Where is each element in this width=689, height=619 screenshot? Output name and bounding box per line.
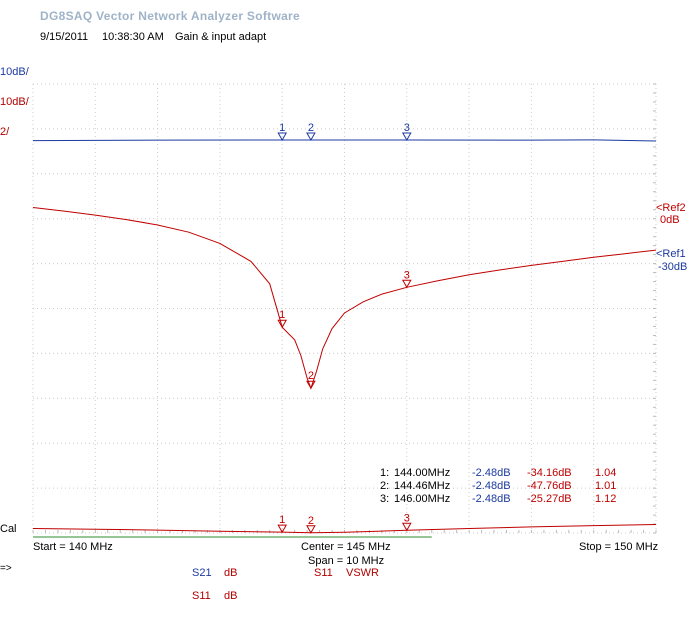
legend-s21-name[interactable]: S21 bbox=[192, 567, 212, 579]
center-frequency-label: Center = 145 MHz bbox=[301, 541, 391, 553]
legend-s11-vswr-name[interactable]: S11 bbox=[314, 567, 333, 579]
marker-number-label: 1 bbox=[279, 309, 285, 321]
measurement-time: 10:38:30 AM bbox=[102, 31, 164, 43]
legend-s21-unit[interactable]: dB bbox=[224, 567, 238, 579]
marker-triangle bbox=[306, 380, 316, 390]
legend-s11-db-unit[interactable]: dB bbox=[224, 590, 238, 602]
marker-1-s21: -2.48dB bbox=[472, 467, 511, 479]
marker-3-freq: 146.00MHz bbox=[394, 493, 451, 505]
marker-triangle bbox=[401, 279, 412, 289]
marker-number-label: 3 bbox=[404, 122, 410, 134]
ref1-value: -30dB bbox=[658, 261, 688, 273]
marker-1-freq: 144.00MHz bbox=[394, 467, 451, 479]
marker-2-vswr: 1.01 bbox=[595, 480, 617, 492]
ref2-label: <Ref2 bbox=[656, 202, 686, 214]
legend-s11-db-name[interactable]: S11 bbox=[192, 590, 211, 602]
marker-number-label: 3 bbox=[404, 512, 410, 524]
marker-3-vswr: 1.12 bbox=[595, 493, 617, 505]
marker-2-s11: -47.76dB bbox=[527, 480, 572, 492]
marker-1-s11: -34.16dB bbox=[527, 467, 572, 479]
marker-number-label: 1 bbox=[279, 122, 285, 134]
marker-triangle bbox=[401, 132, 412, 142]
marker-number-label: 3 bbox=[404, 269, 410, 281]
start-frequency-label: Start = 140 MHz bbox=[33, 541, 113, 553]
marker-2-s21: -2.48dB bbox=[472, 480, 511, 492]
marker-triangle bbox=[306, 132, 316, 142]
ref1-label: <Ref1 bbox=[656, 248, 686, 260]
marker-3-num: 3: bbox=[380, 493, 390, 505]
span-label: Span = 10 MHz bbox=[308, 555, 385, 567]
marker-3-s11: -25.27dB bbox=[527, 493, 572, 505]
marker-number-label: 2 bbox=[308, 515, 314, 527]
scale-label-s11-vswr: 2/ bbox=[0, 126, 10, 138]
marker-2-freq: 144.46MHz bbox=[394, 480, 451, 492]
marker-triangle bbox=[277, 319, 288, 329]
marker-1-num: 1: bbox=[380, 467, 390, 479]
measurement-note: Gain & input adapt bbox=[175, 31, 267, 43]
arrow-indicator: => bbox=[0, 563, 12, 574]
marker-number-label: 2 bbox=[308, 122, 314, 134]
marker-number-label: 1 bbox=[279, 514, 285, 526]
trace-s11-db bbox=[32, 207, 657, 390]
trace-s11-vswr bbox=[32, 524, 657, 534]
marker-glyphs: 1 2 3 1 2 3 1 2 3 bbox=[277, 122, 412, 534]
marker-2-num: 2: bbox=[380, 480, 390, 492]
scale-label-s11-db: 10dB/ bbox=[0, 96, 29, 108]
app-title: DG8SAQ Vector Network Analyzer Software bbox=[40, 9, 300, 23]
scale-label-s21: 10dB/ bbox=[0, 66, 29, 78]
marker-triangle bbox=[277, 524, 288, 534]
marker-3-s21: -2.48dB bbox=[472, 493, 511, 505]
stop-frequency-label: Stop = 150 MHz bbox=[579, 541, 659, 553]
marker-triangle bbox=[277, 132, 288, 142]
plot-traces bbox=[32, 139, 657, 534]
marker-triangle bbox=[401, 522, 412, 532]
measurement-date: 9/15/2011 bbox=[40, 31, 89, 43]
trace-s21-db bbox=[32, 139, 657, 142]
cal-label: Cal bbox=[0, 523, 17, 535]
marker-number-label: 2 bbox=[308, 370, 314, 382]
marker-1-vswr: 1.04 bbox=[595, 467, 617, 479]
marker-triangle bbox=[306, 525, 316, 534]
legend-s11-vswr-unit[interactable]: VSWR bbox=[346, 567, 379, 579]
ref2-value: 0dB bbox=[660, 214, 680, 226]
plot-grid bbox=[32, 83, 657, 538]
